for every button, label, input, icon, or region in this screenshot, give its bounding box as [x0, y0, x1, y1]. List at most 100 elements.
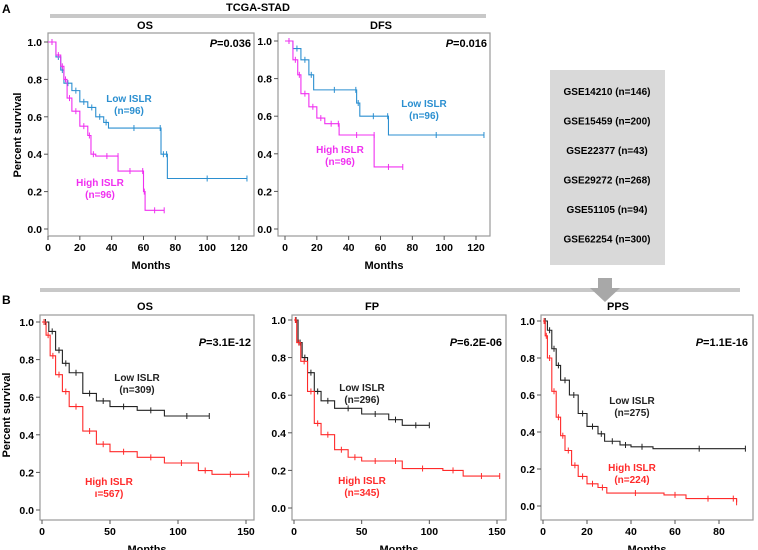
y-tick-label: 0.0 — [19, 505, 34, 517]
chart-title: FP — [365, 301, 379, 313]
chart-title: OS — [137, 301, 153, 313]
y-axis-label: Percent survival — [12, 93, 24, 178]
y-tick-label: 0.6 — [520, 390, 535, 402]
y-tick-label: 0.0 — [27, 224, 42, 236]
p-value: P=6.2E-06 — [450, 337, 502, 349]
p-value: P=3.1E-12 — [199, 337, 251, 349]
series-label: Low ISLR — [401, 99, 447, 110]
p-value: P=1.1E-16 — [696, 337, 748, 349]
y-tick-label: 1.0 — [27, 37, 42, 49]
x-tick-label: 80 — [169, 242, 181, 254]
dataset-item: GSE14210 (n=146) — [564, 87, 651, 98]
x-tick-label: 0 — [540, 526, 546, 538]
x-tick-label: 40 — [343, 242, 355, 254]
dataset-item: GSE62254 (n=300) — [564, 235, 651, 246]
p-value-number: =6.2E-06 — [457, 337, 502, 349]
x-tick-label: 0 — [39, 526, 45, 538]
plot-frame — [277, 32, 491, 237]
dataset-item: GSE15459 (n=200) — [564, 117, 651, 128]
x-tick-label: 50 — [356, 526, 368, 538]
x-tick-label: 120 — [467, 242, 485, 254]
panel-b-divider — [40, 288, 740, 292]
y-tick-label: 0.0 — [520, 501, 535, 513]
series-label: High ISLR — [85, 477, 134, 488]
series-label: High ISLR — [316, 145, 365, 156]
series-label: Low ISLR — [609, 396, 655, 407]
x-tick-label: 150 — [237, 526, 255, 538]
panel-a-title: TCGA-STAD — [226, 2, 290, 14]
x-tick-label: 20 — [311, 242, 323, 254]
p-value-number: =3.1E-12 — [206, 337, 251, 349]
y-tick-label: 1.0 — [520, 316, 535, 328]
x-tick-label: 80 — [713, 526, 725, 538]
x-axis-label: Months — [131, 260, 170, 272]
series-n-label: (n=275) — [614, 408, 649, 419]
x-axis-label: Months — [127, 544, 166, 550]
y-tick-label: 1.0 — [271, 315, 286, 327]
y-tick-label: 1.0 — [257, 36, 272, 48]
chart-title: OS — [137, 20, 153, 32]
y-tick-label: 0.4 — [19, 430, 34, 442]
x-tick-label: 120 — [230, 242, 248, 254]
chart-title: DFS — [370, 20, 392, 32]
panel-b-letter: B — [2, 293, 11, 307]
p-value-prefix: P — [199, 337, 207, 349]
y-tick-label: 0.8 — [271, 353, 286, 365]
x-tick-label: 100 — [435, 242, 453, 254]
arrow-down-icon — [590, 278, 620, 302]
x-tick-label: 50 — [104, 526, 116, 538]
km-chart-dfs-1: DFS P=0.016 0 20 40 60 80 100 120 0.0 0.2 0.4 0.6 0.8… — [257, 20, 491, 272]
y-tick-label: 0.8 — [19, 355, 34, 367]
x-tick-label: 60 — [375, 242, 387, 254]
km-chart-pps-4: PPS P=1.1E-16 0 20 40 60 80 0.0 0.2 0.4 0.6 0.8 1.0 M… — [520, 301, 754, 550]
series-label: High ISLR — [76, 178, 125, 189]
series-label: Low ISLR — [339, 383, 385, 394]
y-axis-label: Percent survival — [1, 373, 13, 458]
x-tick-label: 0 — [291, 526, 297, 538]
x-tick-label: 0 — [282, 242, 288, 254]
x-tick-label: 20 — [581, 526, 593, 538]
y-tick-label: 0.2 — [27, 187, 42, 199]
plot-frame — [540, 314, 754, 521]
survival-curve-low — [42, 321, 210, 417]
x-axis-label: Months — [627, 544, 666, 550]
x-tick-label: 80 — [406, 242, 418, 254]
chart-title: PPS — [607, 301, 629, 313]
p-value-prefix: P — [450, 337, 458, 349]
y-tick-label: 0.4 — [271, 428, 286, 440]
plot-frame — [47, 32, 255, 237]
y-tick-label: 0.6 — [271, 390, 286, 402]
y-tick-label: 0.2 — [257, 186, 272, 198]
y-tick-label: 0.8 — [520, 353, 535, 365]
survival-curve-high — [285, 40, 403, 168]
y-tick-label: 0.4 — [27, 149, 42, 161]
y-tick-label: 0.6 — [257, 111, 272, 123]
x-tick-label: 100 — [169, 526, 187, 538]
p-value: P=0.016 — [446, 38, 487, 50]
x-tick-label: 150 — [488, 526, 506, 538]
y-tick-label: 0.2 — [271, 465, 286, 477]
series-label: High ISLR — [608, 463, 657, 474]
series-n-label: (n=96) — [114, 106, 144, 117]
x-tick-label: 60 — [669, 526, 681, 538]
y-tick-label: 0.4 — [257, 149, 272, 161]
p-value-prefix: P — [446, 38, 454, 50]
x-tick-label: 20 — [74, 242, 86, 254]
x-tick-label: 60 — [138, 242, 150, 254]
x-tick-label: 40 — [106, 242, 118, 254]
y-tick-label: 0.6 — [27, 112, 42, 124]
y-tick-label: 0.8 — [257, 74, 272, 86]
x-axis-label: Months — [379, 544, 418, 550]
series-label: Low ISLR — [114, 373, 160, 384]
datasets-box-bg — [550, 70, 665, 265]
y-tick-label: 0.0 — [271, 503, 286, 515]
p-value-number: =0.016 — [453, 38, 487, 50]
panel-a-letter: A — [2, 2, 11, 16]
survival-curve-low — [285, 40, 484, 136]
x-tick-label: 100 — [198, 242, 216, 254]
dataset-item: GSE29272 (n=268) — [564, 176, 651, 187]
series-n-label: ı=567) — [95, 489, 124, 500]
x-tick-label: 40 — [625, 526, 637, 538]
km-chart-fp-3: FP P=6.2E-06 0 50 100 150 0.0 0.2 0.4 0.6 0.8 1.0 Mo… — [271, 301, 507, 550]
